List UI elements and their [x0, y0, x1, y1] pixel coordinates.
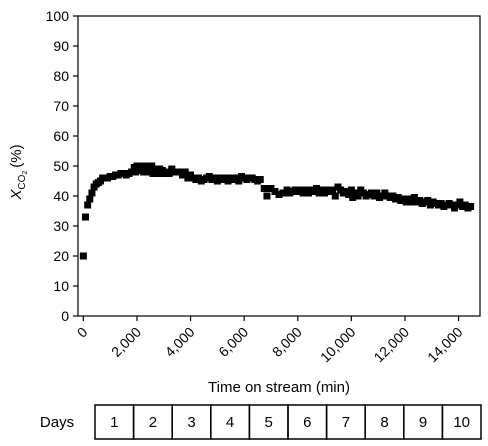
y-tick-label: 30 [53, 218, 69, 234]
y-axis-subscript: CO [17, 174, 28, 189]
y-tick-label: 90 [53, 38, 69, 54]
days-label: Days [40, 414, 74, 431]
data-point [271, 188, 279, 195]
x-tick-label: 2,000 [108, 324, 144, 360]
day-number: 10 [453, 414, 470, 431]
data-series [79, 162, 475, 260]
day-number: 6 [303, 414, 311, 431]
data-point [408, 198, 416, 206]
data-point [345, 191, 353, 198]
data-point [181, 168, 189, 176]
y-tick-label: 50 [53, 158, 69, 174]
data-point [235, 177, 243, 185]
x-tick-label: 14,000 [424, 324, 466, 366]
x-axis: 0 2,000 4,000 6,000 8,000 10,000 12,000 14,000 [74, 316, 466, 365]
y-tick-label: 0 [61, 308, 69, 324]
x-tick-label: 12,000 [370, 324, 412, 366]
day-number: 5 [265, 414, 273, 431]
y-tick-label: 100 [46, 8, 70, 24]
data-point [260, 185, 268, 192]
data-point [456, 198, 464, 206]
day-number: 9 [419, 414, 427, 431]
day-number: 7 [342, 414, 350, 431]
data-point [279, 189, 287, 197]
y-axis: 0 10 20 30 40 50 60 70 80 90 100 [46, 8, 78, 324]
data-point [275, 191, 283, 198]
days-table: Days 1 2 3 4 5 6 7 8 9 10 [40, 404, 482, 440]
data-point [373, 189, 381, 197]
data-point [256, 176, 264, 183]
y-tick-label: 10 [53, 278, 69, 294]
day-number: 8 [380, 414, 388, 431]
data-point [165, 170, 173, 177]
data-point [79, 252, 87, 260]
day-cell [441, 404, 482, 440]
y-tick-label: 80 [53, 68, 69, 84]
y-tick-label: 20 [53, 248, 69, 264]
data-point [331, 192, 339, 200]
data-point [354, 192, 362, 200]
y-axis-title: XCO2 (%) [8, 144, 29, 200]
x-tick-label: 6,000 [215, 324, 251, 360]
day-number: 4 [226, 414, 234, 431]
data-point [84, 201, 92, 209]
data-point [267, 185, 275, 192]
data-point [424, 197, 432, 204]
x-tick-label: 8,000 [269, 324, 305, 360]
day-number: 3 [187, 414, 195, 431]
y-tick-label: 70 [53, 98, 69, 114]
data-point [467, 203, 475, 210]
y-axis-subscript2: 2 [22, 171, 29, 175]
y-axis-unit: (%) [8, 144, 25, 167]
data-point [82, 213, 90, 221]
x-tick-label: 0 [74, 324, 91, 341]
data-point [88, 189, 96, 197]
x-axis-title: Time on stream (min) [208, 379, 350, 396]
data-point [86, 195, 94, 203]
data-point [263, 192, 271, 200]
data-point [329, 186, 337, 194]
day-number: 2 [149, 414, 157, 431]
x-tick-label: 4,000 [162, 324, 198, 360]
svg-text:XCO2(%): XCO2 (%) [8, 144, 29, 200]
data-point [128, 168, 136, 176]
y-tick-label: 60 [53, 128, 69, 144]
data-point [349, 194, 357, 201]
x-tick-label: 10,000 [317, 324, 359, 366]
day-number: 1 [110, 414, 118, 431]
y-axis-symbol: X [8, 189, 25, 201]
data-point [347, 186, 355, 194]
data-point [410, 194, 418, 201]
y-tick-label: 40 [53, 188, 69, 204]
data-point [313, 185, 321, 192]
